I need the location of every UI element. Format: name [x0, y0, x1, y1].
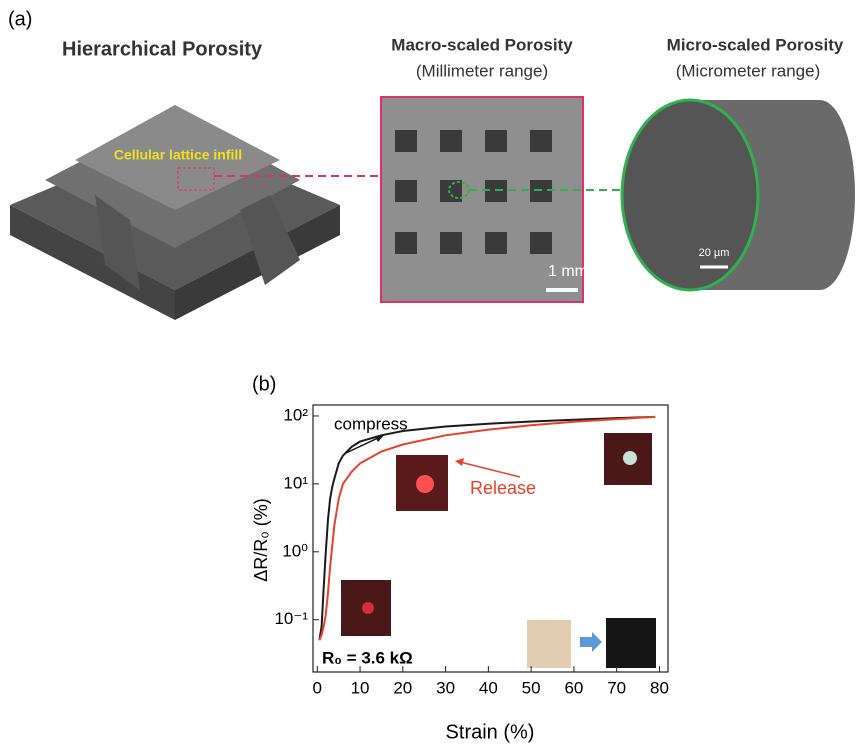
series-line: [318, 415, 656, 641]
series-line: [318, 415, 656, 641]
x-tick-label: 70: [607, 678, 626, 697]
infill-marker: [177, 167, 215, 191]
y-tick-label: 10⁻¹: [274, 609, 308, 628]
x-tick-label: 50: [522, 678, 541, 697]
title: Hierarchical Porosity: [62, 38, 263, 60]
y-tick-label: 10¹: [283, 473, 308, 492]
x-tick-label: 40: [479, 678, 498, 697]
x-tick-label: 80: [650, 678, 669, 697]
insets: [341, 433, 656, 668]
x-tick-label: 60: [564, 678, 583, 697]
x-tick-label: 10: [351, 678, 370, 697]
x-axis-label: Strain (%): [446, 721, 535, 743]
y-tick-label: 10²: [283, 405, 308, 424]
title: Micro-scaled Porosity: [667, 35, 844, 54]
annotation: Cellular lattice infill: [114, 147, 242, 163]
x-tick-label: 0: [313, 678, 322, 697]
subtitle: (Millimeter range): [416, 61, 548, 80]
lattice-model: [10, 105, 340, 320]
sem-pores: [395, 130, 552, 254]
subtitle: (Micrometer range): [676, 61, 821, 80]
annotation: Release: [470, 478, 536, 498]
x-tick-label: 20: [393, 678, 412, 697]
y-tick-label: 10⁰: [282, 541, 308, 560]
arrow: [345, 436, 381, 454]
scale-label: 20 µm: [699, 247, 730, 259]
annotation: R₀ = 3.6 kΩ: [322, 648, 413, 667]
arrow-head: [455, 458, 464, 466]
panel-label: (b): [252, 373, 276, 395]
sem-micro: [620, 98, 760, 292]
arrow: [459, 461, 521, 478]
annotation: compress: [334, 414, 408, 433]
scale-label: 1 mm: [548, 263, 588, 280]
plot-frame: [312, 404, 669, 673]
x-tick-label: 30: [436, 678, 455, 697]
panel-label: (a): [8, 8, 32, 30]
title: Macro-scaled Porosity: [391, 35, 573, 54]
y-axis-label: ΔR/R₀ (%): [251, 498, 271, 582]
